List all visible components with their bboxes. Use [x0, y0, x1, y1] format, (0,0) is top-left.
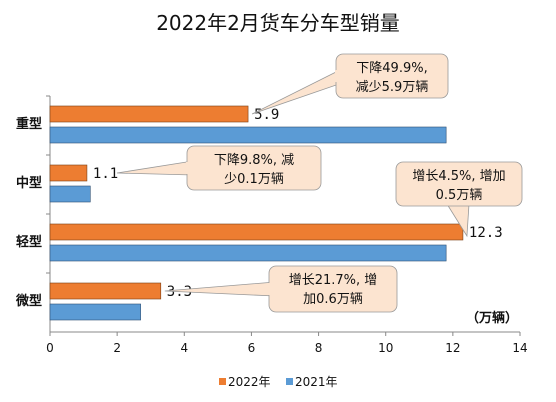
category-label: 轻型: [16, 234, 42, 250]
bar-2021: [49, 126, 447, 144]
category-label: 重型: [16, 116, 42, 132]
bar-2021: [49, 303, 141, 321]
category-label: 微型: [15, 293, 42, 309]
unit-label: （万辆）: [466, 310, 518, 326]
x-tick-label: 0: [46, 341, 54, 355]
callout-box: [395, 161, 523, 207]
data-label: 12.3: [469, 225, 503, 241]
bar-2022: [49, 282, 162, 300]
x-tick-label: 14: [512, 341, 527, 355]
data-label: 5.9: [254, 107, 279, 123]
data-label: 1.1: [93, 166, 118, 182]
category-label: 中型: [16, 175, 42, 191]
callout-text: 0.5万辆: [436, 188, 483, 203]
callout-text: 减少5.9万辆: [356, 80, 429, 95]
x-tick-label: 4: [180, 341, 188, 355]
bar-2022: [49, 164, 88, 182]
x-tick-label: 8: [315, 341, 323, 355]
callout-pointer: [116, 160, 194, 176]
legend-swatch: [219, 378, 226, 385]
callout-text: 增长21.7%, 增: [289, 273, 378, 288]
bar-2022: [49, 223, 464, 241]
x-tick-label: 2: [113, 341, 121, 355]
legend-label: 2021年: [295, 375, 338, 389]
chart-title: 2022年2月货车分车型销量: [156, 11, 400, 35]
callout-text: 增长4.5%, 增加: [412, 169, 505, 184]
callout-text: 下降9.8%, 减: [214, 153, 294, 168]
x-tick-label: 12: [445, 341, 460, 355]
callout-pointer: [251, 68, 343, 115]
legend-swatch: [286, 378, 293, 385]
x-tick-label: 6: [248, 341, 256, 355]
legend-label: 2022年: [228, 375, 271, 389]
callout-text: 下降49.9%,: [356, 61, 427, 76]
x-tick-label: 10: [378, 341, 393, 355]
bar-2021: [49, 244, 447, 262]
callout-text: 加0.6万辆: [303, 292, 363, 307]
bar-2021: [49, 185, 91, 203]
callout-text: 少0.1万辆: [224, 172, 284, 187]
bar-2022: [49, 105, 249, 123]
